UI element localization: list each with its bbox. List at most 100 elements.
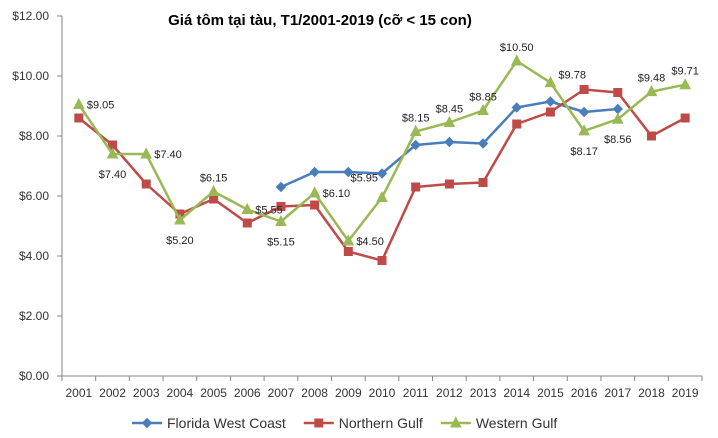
northern-gulf-series-point: [141, 179, 151, 189]
data-label: $4.50: [356, 236, 384, 248]
northern-gulf-series-point: [276, 202, 286, 211]
northern-gulf-series-point: [411, 182, 421, 192]
florida-west-coast-series-point: [444, 136, 455, 148]
western-gulf-series-point: [578, 124, 590, 136]
data-label: $6.15: [200, 173, 228, 185]
florida-west-coast-series-point: [511, 102, 522, 113]
florida-west-coast-series-point: [545, 96, 556, 107]
western-gulf-series-point: [342, 234, 355, 246]
northern-gulf-series-point: [310, 200, 320, 210]
florida-west-coast-series-point: [343, 166, 354, 178]
y-tick-label: $0.00: [19, 369, 49, 383]
y-tick-label: $6.00: [19, 189, 49, 203]
northern-gulf-series-point: [512, 119, 522, 129]
western-gulf-series-point: [275, 214, 287, 226]
western-gulf-series-point: [241, 202, 254, 214]
legend: Florida West Coast Northern Gulf Western G…: [132, 415, 557, 431]
x-tick-label: 2009: [335, 386, 362, 400]
y-tick-label: $12.00: [12, 9, 49, 23]
x-tick-label: 2010: [369, 386, 396, 400]
chart-title: Giá tôm tại tàu, T1/2001-2019 (cỡ < 15 c…: [168, 12, 472, 29]
northern-gulf-series-point: [377, 256, 387, 265]
legend-label: Florida West Coast: [167, 415, 286, 431]
x-tick-label: 2011: [403, 386, 429, 400]
y-tick-label: $10.00: [12, 69, 49, 83]
western-gulf-series-point: [207, 184, 220, 196]
y-tick-label: $8.00: [19, 129, 49, 143]
northern-gulf-series-point: [646, 131, 656, 141]
data-label: $8.15: [402, 113, 430, 125]
western-gulf-series-point: [106, 147, 119, 159]
x-tick-label: 2008: [301, 386, 328, 400]
data-label: $5.95: [350, 173, 378, 185]
florida-west-coast-series-point: [410, 139, 421, 151]
florida-west-coast-series-point: [477, 138, 489, 149]
x-tick-label: 2018: [638, 386, 665, 400]
florida-west-coast-series-point: [275, 181, 287, 193]
data-label: $10.50: [500, 42, 534, 54]
data-label: $8.56: [604, 134, 632, 146]
data-label: $5.15: [267, 237, 295, 249]
northern-gulf-series-point: [478, 178, 488, 187]
legend-florida-west-coast-point: [141, 417, 153, 429]
x-tick-label: 2007: [268, 386, 295, 400]
florida-west-coast-series-point: [376, 168, 388, 179]
western-gulf-series-point: [544, 76, 557, 88]
x-tick-label: 2001: [65, 386, 92, 400]
x-tick-label: 2012: [436, 386, 463, 400]
florida-west-coast-series-point: [578, 106, 590, 118]
y-tick-label: $2.00: [19, 309, 49, 323]
western-gulf-series-point: [73, 97, 85, 109]
data-label: $9.48: [638, 73, 666, 85]
data-label: $8.85: [469, 92, 497, 104]
northern-gulf-series-point: [680, 113, 690, 123]
x-tick-label: 2015: [537, 386, 564, 400]
y-tick-label: $4.00: [19, 249, 49, 263]
data-label: $9.71: [671, 66, 699, 78]
data-label: $7.40: [99, 169, 127, 181]
legend-item-northern-gulf: Northern Gulf: [303, 415, 423, 431]
data-label: $7.40: [154, 149, 182, 161]
x-tick-label: 2019: [672, 386, 699, 400]
western-gulf-series-point: [611, 112, 624, 124]
x-tick-label: 2006: [234, 386, 261, 400]
western-gulf-series-point: [140, 147, 153, 159]
northern-gulf-series-point: [343, 247, 353, 256]
northern-gulf-series-point: [579, 85, 589, 94]
northern-gulf-series-point: [545, 107, 555, 117]
northern-gulf-series-point: [242, 218, 252, 228]
western-gulf-series-point: [376, 190, 388, 202]
data-label: $5.20: [166, 235, 194, 247]
data-label: $9.78: [558, 70, 586, 82]
x-tick-label: 2003: [133, 386, 160, 400]
data-label: $8.17: [570, 146, 598, 158]
western-gulf-series-point: [443, 115, 456, 127]
legend-label: Western Gulf: [476, 415, 558, 431]
legend-western-gulf-point: [449, 416, 462, 428]
x-tick-label: 2004: [167, 386, 194, 400]
western-gulf-series-point: [409, 124, 422, 136]
western-gulf-series-point: [510, 54, 523, 66]
northern-gulf-series-point: [613, 88, 623, 97]
florida-west-coast-series-point: [309, 166, 320, 178]
florida-west-coast-series-point: [612, 103, 623, 115]
x-tick-label: 2002: [99, 386, 126, 400]
legend-item-western-gulf: Western Gulf: [440, 415, 558, 431]
data-label: $5.55: [255, 205, 283, 217]
x-tick-label: 2016: [571, 386, 598, 400]
legend-item-florida-west-coast: Florida West Coast: [132, 415, 286, 431]
x-tick-label: 2013: [470, 386, 497, 400]
data-labels: $9.05 $7.40 $7.40 $5.20 $6.15 $5.55 $5.15 $6.10…: [87, 42, 699, 249]
axes: $0.00 $2.00 $4.00 $6.00 $8.00 $10.00 $12.00 200…: [12, 9, 703, 400]
data-label: $8.45: [436, 104, 464, 116]
western-gulf-series-point: [679, 78, 691, 90]
northern-gulf-series-point: [209, 194, 219, 204]
x-tick-label: 2017: [604, 386, 631, 400]
x-tick-label: 2005: [200, 386, 227, 400]
legend-northern-gulf-point: [314, 418, 324, 428]
northern-gulf-series-point: [74, 113, 84, 123]
western-gulf-series-point: [645, 85, 658, 97]
series-layer: [73, 54, 691, 265]
western-gulf-series-point: [174, 213, 186, 225]
